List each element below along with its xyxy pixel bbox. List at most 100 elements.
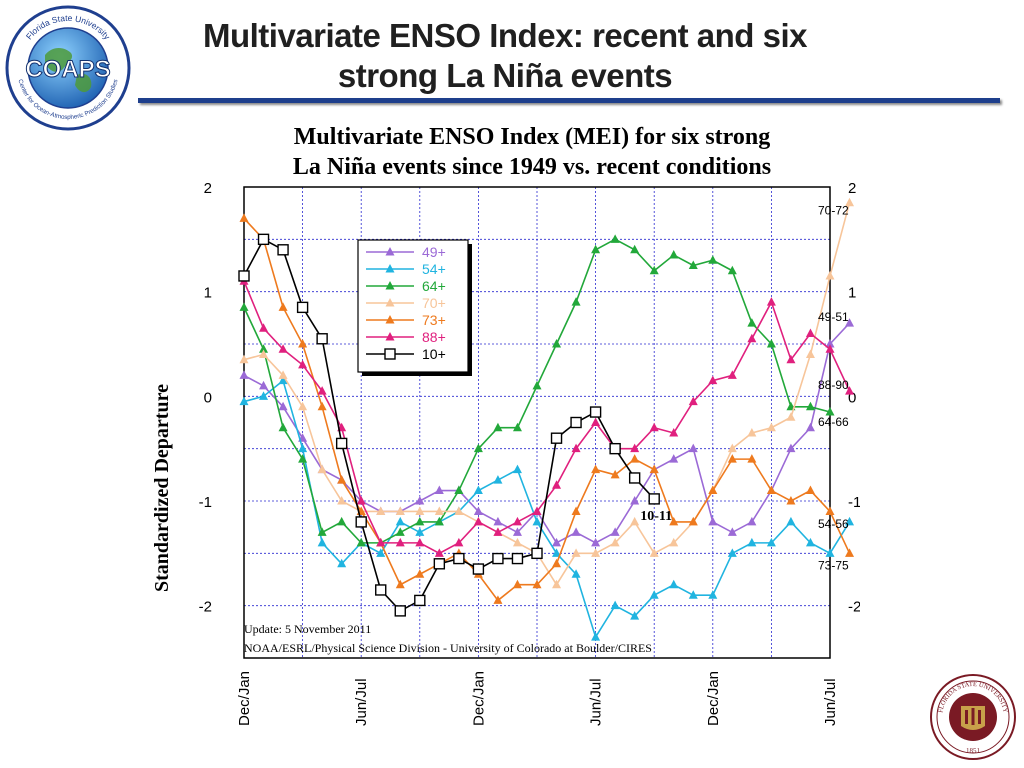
series-point xyxy=(511,552,524,565)
series-point xyxy=(472,563,485,575)
end-labels: 49-51 54-56 64-66 70-72 73-75 88-90 10-11 xyxy=(640,204,849,573)
series-point xyxy=(317,386,327,395)
x-tick-label: Dec/Jan xyxy=(236,671,253,726)
series-point xyxy=(298,454,308,463)
series-point xyxy=(298,359,308,369)
series-point xyxy=(278,344,288,353)
series-point xyxy=(766,537,776,547)
series-point xyxy=(317,537,327,547)
series-point xyxy=(512,579,522,589)
series-point xyxy=(805,349,815,358)
legend-swatch-marker xyxy=(385,298,395,307)
series-point xyxy=(766,339,776,348)
series-point xyxy=(747,333,757,343)
series-point xyxy=(825,407,835,416)
series-point xyxy=(688,260,698,269)
series-point xyxy=(434,485,444,495)
end-label: 54-56 xyxy=(818,517,849,531)
y-tick-label-left: 2 xyxy=(204,180,212,197)
series-point xyxy=(747,318,757,327)
series-point xyxy=(296,301,309,314)
series-point xyxy=(394,605,406,617)
series-point xyxy=(493,422,503,432)
series-point xyxy=(610,527,620,536)
series-point xyxy=(747,454,757,463)
y-tick-label-right: -2 xyxy=(848,599,860,616)
series-point xyxy=(492,552,504,565)
slide-title-line2: strong La Niña events xyxy=(337,57,673,94)
series-point xyxy=(454,506,464,515)
series-point xyxy=(239,213,249,222)
series-point xyxy=(278,302,288,311)
series-line xyxy=(243,217,851,602)
series-point xyxy=(786,412,796,421)
series-point xyxy=(552,537,562,547)
fsu-seal-year: 1851 xyxy=(966,747,981,755)
series-point xyxy=(845,386,855,395)
series-line xyxy=(243,280,851,555)
series-point xyxy=(356,537,366,547)
series-point xyxy=(259,344,269,353)
series-point xyxy=(630,611,640,620)
series-point xyxy=(259,323,269,332)
chart-title-line2: La Niña events since 1949 vs. recent con… xyxy=(293,154,771,180)
series-point xyxy=(649,548,659,557)
series-point xyxy=(669,454,679,463)
series-point xyxy=(415,496,425,505)
series-line xyxy=(243,322,851,544)
chart-title-line1: Multivariate ENSO Index (MEI) for six st… xyxy=(294,124,770,150)
series-point xyxy=(278,401,288,411)
series-point xyxy=(747,427,757,437)
series-point xyxy=(317,464,327,474)
series-point xyxy=(552,579,562,589)
y-tick-label-left: 0 xyxy=(204,389,212,406)
series-point xyxy=(552,339,562,348)
legend-swatch-marker xyxy=(385,315,395,324)
series-point xyxy=(727,454,737,463)
series-point xyxy=(688,516,698,526)
series-point xyxy=(434,516,444,526)
series-point xyxy=(239,370,249,379)
series-point xyxy=(453,552,465,565)
series-point xyxy=(727,548,737,557)
series-point xyxy=(259,349,269,358)
legend-label: 54+ xyxy=(422,261,446,277)
slide-title-line1: Multivariate ENSO Index: recent and six xyxy=(202,17,808,54)
series-point xyxy=(786,516,796,526)
series-point xyxy=(239,354,249,364)
series-point xyxy=(375,584,387,596)
series-point xyxy=(337,475,347,484)
series-point xyxy=(433,558,446,570)
series-point xyxy=(376,537,386,547)
series-point xyxy=(688,396,698,406)
series-point xyxy=(805,401,815,411)
series-point xyxy=(473,485,483,495)
update-annotation: Update: 5 November 2011 xyxy=(244,622,371,636)
series-point xyxy=(239,302,249,311)
series-point xyxy=(708,255,718,264)
series-point xyxy=(610,600,620,610)
series-point xyxy=(395,537,405,547)
series-point xyxy=(708,375,718,385)
series-point xyxy=(609,442,621,455)
series-point xyxy=(805,485,815,495)
series-point xyxy=(259,380,269,390)
series-point xyxy=(493,475,503,484)
series-point xyxy=(454,485,464,495)
legend-label: 88+ xyxy=(422,329,446,345)
series-point xyxy=(766,422,776,432)
series-point xyxy=(591,548,601,557)
axis-ticks: 2 2 1 1 0 0 -1 -1 -2 -2 Dec/Jan Jun/Jul Dec/Jan Jun/J… xyxy=(199,180,860,726)
series-point xyxy=(531,547,543,560)
legend: 49+54+64+70+73+88+10+ xyxy=(357,239,472,376)
series-point xyxy=(630,454,640,463)
series-point xyxy=(591,632,601,641)
series-point xyxy=(532,516,542,526)
series-54 xyxy=(239,375,855,641)
series-point xyxy=(415,506,425,515)
end-label: 73-75 xyxy=(818,558,849,572)
series-point xyxy=(571,443,581,453)
series-point xyxy=(278,422,288,432)
series-point xyxy=(845,197,855,207)
legend-label: 49+ xyxy=(422,244,446,260)
